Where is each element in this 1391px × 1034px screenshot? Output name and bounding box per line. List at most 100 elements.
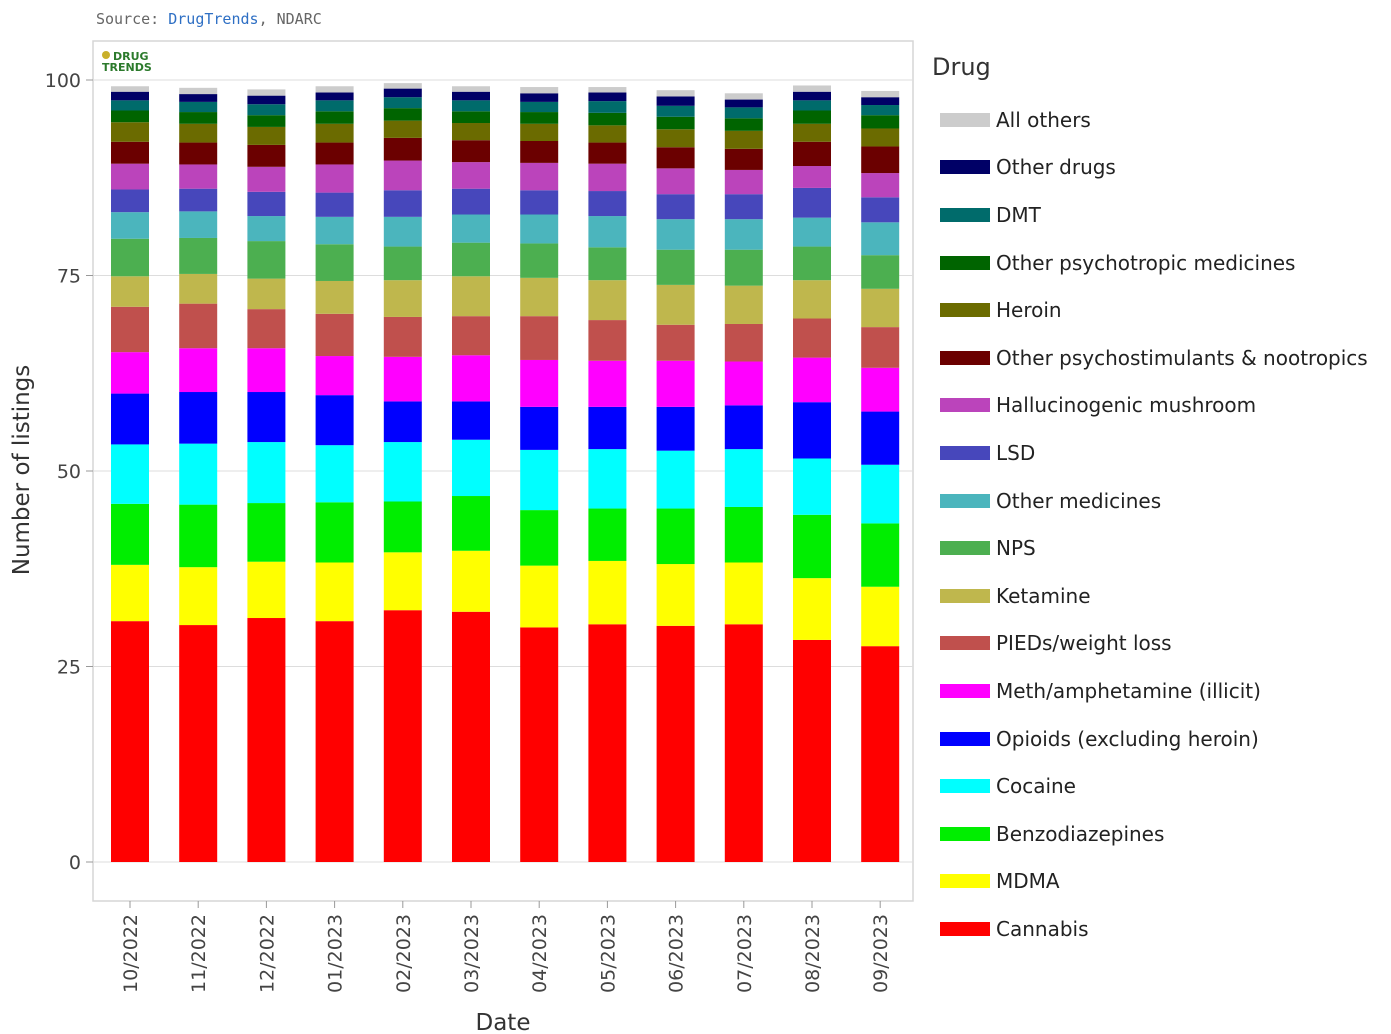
bar-segment[interactable] bbox=[724, 93, 763, 100]
bar-segment[interactable] bbox=[861, 222, 900, 256]
bar-segment[interactable] bbox=[861, 586, 900, 647]
bar-segment[interactable] bbox=[588, 112, 627, 126]
bar-segment[interactable] bbox=[179, 625, 218, 862]
bar-segment[interactable] bbox=[588, 406, 627, 450]
bar-segment[interactable] bbox=[656, 249, 695, 285]
bar-segment[interactable] bbox=[315, 86, 354, 93]
bar-segment[interactable] bbox=[383, 137, 422, 161]
bar-segment[interactable] bbox=[588, 280, 627, 321]
bar-segment[interactable] bbox=[247, 144, 286, 167]
bar-segment[interactable] bbox=[315, 395, 354, 446]
bar-segment[interactable] bbox=[793, 280, 831, 319]
bar-segment[interactable] bbox=[247, 348, 286, 393]
bar-segment[interactable] bbox=[452, 91, 490, 101]
legend-item[interactable]: Other psychostimulants & nootropics bbox=[932, 334, 1387, 382]
bar-segment[interactable] bbox=[861, 90, 900, 98]
bar-segment[interactable] bbox=[588, 92, 627, 102]
legend-item[interactable]: Other psychotropic medicines bbox=[932, 239, 1387, 287]
bar-segment[interactable] bbox=[861, 411, 900, 465]
bar-segment[interactable] bbox=[520, 123, 559, 141]
bar-segment[interactable] bbox=[383, 280, 422, 317]
bar-segment[interactable] bbox=[383, 401, 422, 443]
bar-segment[interactable] bbox=[861, 146, 900, 174]
bar-segment[interactable] bbox=[656, 450, 695, 509]
bar-segment[interactable] bbox=[315, 111, 354, 124]
bar-segment[interactable] bbox=[520, 406, 559, 450]
bar-segment[interactable] bbox=[520, 627, 559, 862]
bar-segment[interactable] bbox=[520, 140, 559, 163]
bar-segment[interactable] bbox=[315, 164, 354, 193]
bar-segment[interactable] bbox=[861, 367, 900, 412]
bar-segment[interactable] bbox=[111, 86, 149, 92]
bar-segment[interactable] bbox=[724, 285, 763, 324]
bar-segment[interactable] bbox=[588, 449, 627, 509]
bar-segment[interactable] bbox=[315, 502, 354, 563]
bar-segment[interactable] bbox=[793, 357, 831, 403]
bar-segment[interactable] bbox=[179, 101, 218, 113]
bar-segment[interactable] bbox=[247, 618, 286, 862]
bar-segment[interactable] bbox=[861, 523, 900, 587]
bar-segment[interactable] bbox=[247, 442, 286, 504]
bar-segment[interactable] bbox=[247, 392, 286, 443]
bar-segment[interactable] bbox=[452, 242, 490, 277]
bar-segment[interactable] bbox=[179, 164, 218, 189]
bar-segment[interactable] bbox=[111, 444, 149, 504]
bar-segment[interactable] bbox=[520, 449, 559, 511]
bar-segment[interactable] bbox=[656, 116, 695, 130]
bar-segment[interactable] bbox=[452, 86, 490, 92]
bar-segment[interactable] bbox=[383, 501, 422, 553]
legend-item[interactable]: All others bbox=[932, 96, 1387, 144]
bar-segment[interactable] bbox=[724, 99, 763, 108]
bar-segment[interactable] bbox=[861, 288, 900, 328]
bar-segment[interactable] bbox=[179, 87, 218, 95]
bar-segment[interactable] bbox=[724, 169, 763, 195]
legend-item[interactable]: NPS bbox=[932, 524, 1387, 572]
bar-segment[interactable] bbox=[315, 280, 354, 314]
bar-segment[interactable] bbox=[111, 503, 149, 565]
bar-segment[interactable] bbox=[179, 504, 218, 568]
bar-segment[interactable] bbox=[793, 141, 831, 167]
bar-segment[interactable] bbox=[861, 464, 900, 524]
bar-segment[interactable] bbox=[383, 190, 422, 217]
bar-segment[interactable] bbox=[588, 247, 627, 281]
bar-segment[interactable] bbox=[861, 173, 900, 198]
bar-segment[interactable] bbox=[111, 110, 149, 123]
bar-segment[interactable] bbox=[520, 112, 559, 124]
bar-segment[interactable] bbox=[520, 87, 559, 94]
bar-segment[interactable] bbox=[315, 216, 354, 245]
bar-segment[interactable] bbox=[588, 216, 627, 248]
bar-segment[interactable] bbox=[247, 166, 286, 192]
bar-segment[interactable] bbox=[315, 562, 354, 622]
bar-segment[interactable] bbox=[520, 565, 559, 628]
bar-segment[interactable] bbox=[179, 94, 218, 102]
bar-segment[interactable] bbox=[793, 100, 831, 111]
bar-segment[interactable] bbox=[793, 85, 831, 92]
bar-segment[interactable] bbox=[452, 188, 490, 215]
bar-segment[interactable] bbox=[861, 97, 900, 106]
bar-segment[interactable] bbox=[588, 125, 627, 143]
bar-segment[interactable] bbox=[111, 91, 149, 101]
bar-segment[interactable] bbox=[861, 255, 900, 289]
bar-segment[interactable] bbox=[656, 360, 695, 407]
bar-segment[interactable] bbox=[315, 92, 354, 101]
bar-segment[interactable] bbox=[724, 194, 763, 220]
bar-segment[interactable] bbox=[247, 126, 286, 145]
bar-segment[interactable] bbox=[247, 503, 286, 562]
bar-segment[interactable] bbox=[656, 406, 695, 451]
bar-segment[interactable] bbox=[588, 191, 627, 217]
bar-segment[interactable] bbox=[861, 128, 900, 147]
bar-segment[interactable] bbox=[452, 496, 490, 551]
legend-item[interactable]: LSD bbox=[932, 429, 1387, 477]
bar-segment[interactable] bbox=[656, 90, 695, 97]
bar-segment[interactable] bbox=[588, 508, 627, 561]
bar-segment[interactable] bbox=[793, 402, 831, 459]
legend-item[interactable]: Opioids (excluding heroin) bbox=[932, 715, 1387, 763]
bar-segment[interactable] bbox=[111, 163, 149, 190]
bar-segment[interactable] bbox=[247, 216, 286, 242]
bar-segment[interactable] bbox=[179, 112, 218, 124]
bar-segment[interactable] bbox=[111, 122, 149, 142]
bar-segment[interactable] bbox=[793, 514, 831, 579]
bar-segment[interactable] bbox=[724, 624, 763, 862]
bar-segment[interactable] bbox=[452, 550, 490, 612]
legend-item[interactable]: Hallucinogenic mushroom bbox=[932, 382, 1387, 430]
